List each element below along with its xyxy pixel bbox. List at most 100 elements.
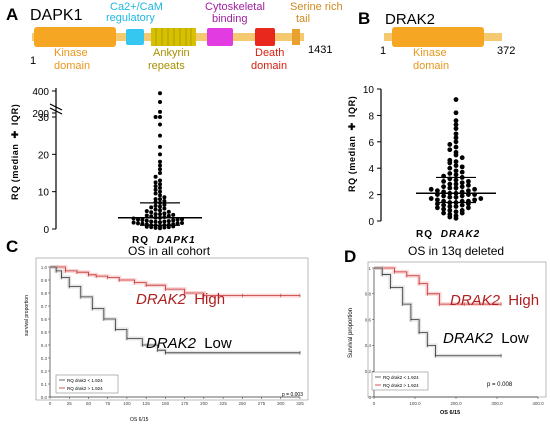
- panel-a-letter: A: [6, 5, 18, 24]
- dapk1-point-56: [162, 195, 167, 200]
- dapk1-point-25: [171, 218, 176, 223]
- dapk1-point-36: [144, 213, 149, 218]
- dapk1-death-label-line1: Death: [255, 47, 284, 59]
- drak2-point-70: [453, 144, 459, 150]
- dapk1-point-45: [153, 207, 158, 212]
- drak2-point-77: [453, 118, 459, 124]
- dapk1-point-22: [149, 219, 154, 224]
- kmD-xtick-label-0: 0: [373, 401, 376, 406]
- dapk1-point-69: [158, 163, 162, 168]
- dapk1-cyto-domain: [207, 28, 233, 46]
- dapk1-point-73: [158, 133, 162, 138]
- dapk1-point-28: [136, 217, 140, 222]
- dapk1-ankyrin-label-line1: Ankyrin: [153, 47, 190, 59]
- dapk1-point-53: [162, 199, 167, 203]
- dapk1-point-18: [131, 220, 136, 225]
- kmC-xtick-label-12: 300: [277, 401, 285, 406]
- dapk1-point-67: [158, 171, 162, 175]
- dapk1-point-16: [136, 221, 140, 226]
- dapk1-point-68: [158, 167, 162, 172]
- kmC-ytick-label-7: 0.7: [41, 304, 48, 309]
- kmD-ytick-label-5: 1: [368, 266, 371, 271]
- km-c-low-label: DRAK2 Low: [146, 335, 232, 352]
- drak2-point-62: [453, 163, 459, 168]
- dapk1-point-70: [158, 159, 162, 164]
- drak2-kinase-label-line2: domain: [413, 60, 449, 72]
- drak2-ylabel-iqr: IQR): [347, 96, 357, 117]
- dapk1-point-79: [158, 91, 162, 96]
- drak2-ytick-label-8: 8: [368, 111, 374, 122]
- drak2-point-28: [447, 194, 453, 200]
- kmC-xtick-label-7: 175: [181, 401, 189, 406]
- km-d-legend-high: RQ drak2 > 1.924: [383, 383, 419, 388]
- km-c-curves: [50, 265, 301, 355]
- dapk1-point-20: [153, 219, 158, 224]
- kmC-ytick-label-2: 0.2: [41, 369, 48, 374]
- drak2-point-48: [447, 181, 453, 187]
- dapk1-cyto-label-line1: Cytoskeletal: [205, 1, 265, 13]
- km-c-ticks: 0.0 0.1 0.2 0.3 0.4 0.5 0.6 0.7 0.8 0.9 1.0 0 25 50 75…: [41, 265, 305, 406]
- kmD-xtick-label-3: 300.0: [491, 401, 503, 406]
- drak2-xlabel-rq: RQ: [416, 229, 433, 240]
- drak2-point-2: [453, 213, 459, 219]
- drak2-point-13: [447, 204, 453, 209]
- drak2-point-29: [459, 193, 465, 199]
- drak2-point-12: [453, 204, 459, 209]
- drak2-point-79: [453, 97, 459, 102]
- dapk1-ankyrin-label: Ankyrin repeats: [148, 47, 193, 72]
- drak2-ytick-label-6: 6: [368, 138, 374, 149]
- drak2-ytick-label-4: 4: [368, 164, 374, 175]
- dapk1-death-label: Death domain: [251, 47, 287, 72]
- dapk1-point-47: [149, 205, 154, 210]
- dapk1-median-iqr: [118, 202, 202, 226]
- dapk1-ytick-label-0: 0: [43, 225, 49, 236]
- drak2-kinase-label-line1: Kinase: [413, 47, 447, 59]
- dapk1-ankyrin-domain: [151, 28, 196, 46]
- drak2-point-43: [447, 185, 453, 191]
- drak2-start: 1: [380, 45, 386, 57]
- km-d-curves: [374, 266, 502, 358]
- drak2-point-45: [441, 184, 446, 190]
- km-d-high-word: High: [508, 292, 539, 309]
- drak2-ytick-label-10: 10: [363, 85, 375, 96]
- drak2-point-46: [466, 182, 471, 188]
- km-d-low-word: Low: [501, 330, 529, 347]
- kmC-ytick-label-8: 0.8: [41, 291, 48, 296]
- kmC-ytick-label-5: 0.5: [41, 330, 48, 335]
- dapk1-death-domain: [255, 28, 275, 46]
- dapk1-point-74: [158, 122, 162, 127]
- dapk1-point-66: [153, 174, 158, 179]
- panel-b-letter: B: [358, 9, 370, 28]
- drak2-point-7: [447, 208, 453, 213]
- panel-d-letter: D: [344, 247, 356, 266]
- dapk1-xlabel-rq: RQ: [132, 235, 149, 246]
- kmD-ytick-label-2: 0.4: [365, 343, 372, 348]
- svg-text:RQ (median ✚ I: RQ (median ✚ IQR): [347, 96, 357, 192]
- km-c-ylabel: survival proportion: [24, 295, 30, 336]
- drak2-ytick-label-0: 0: [368, 217, 374, 228]
- drak2-scatter-plot: 0 2 4 6 8 10 RQ DRAK2 RQ (median ✚ IQR): [347, 85, 496, 240]
- dapk1-point-63: [158, 182, 162, 187]
- drak2-point-40: [472, 186, 477, 192]
- dapk1-point-17: [180, 221, 184, 226]
- kmC-ytick-label-6: 0.6: [41, 317, 48, 322]
- dapk1-points: [131, 91, 184, 231]
- km-d-high-label: DRAK2 High: [450, 292, 539, 309]
- drak2-point-39: [435, 188, 440, 194]
- dapk1-point-40: [162, 211, 167, 216]
- drak2-point-76: [453, 122, 459, 128]
- dapk1-ytick-label-30: 30: [38, 113, 50, 124]
- drak2-point-61: [459, 164, 465, 170]
- km-d-legend: [371, 371, 429, 391]
- drak2-ytick-label-2: 2: [368, 191, 374, 202]
- dapk1-kinase-label: Kinase domain: [54, 47, 91, 72]
- panel-c-title: OS in all cohort: [128, 244, 211, 258]
- km-c-ylabel-wrap: survival proportion: [24, 295, 30, 336]
- drak2-point-68: [453, 149, 459, 155]
- km-d-xlabel: OS 6/15: [440, 410, 460, 416]
- dapk1-point-57: [158, 193, 162, 198]
- dapk1-death-label-line2: domain: [251, 60, 287, 72]
- drak2-median-iqr: [416, 176, 496, 204]
- kmC-xtick-label-6: 150: [162, 401, 170, 406]
